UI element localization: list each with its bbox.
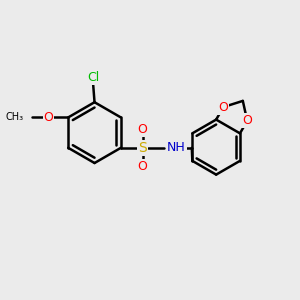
Text: S: S (138, 141, 147, 155)
Text: O: O (44, 111, 53, 124)
Text: O: O (242, 114, 252, 127)
Text: O: O (138, 122, 148, 136)
Text: O: O (138, 160, 148, 173)
Text: NH: NH (167, 141, 186, 154)
Text: CH₃: CH₃ (5, 112, 23, 122)
Text: O: O (218, 100, 228, 114)
Text: Cl: Cl (87, 70, 99, 83)
